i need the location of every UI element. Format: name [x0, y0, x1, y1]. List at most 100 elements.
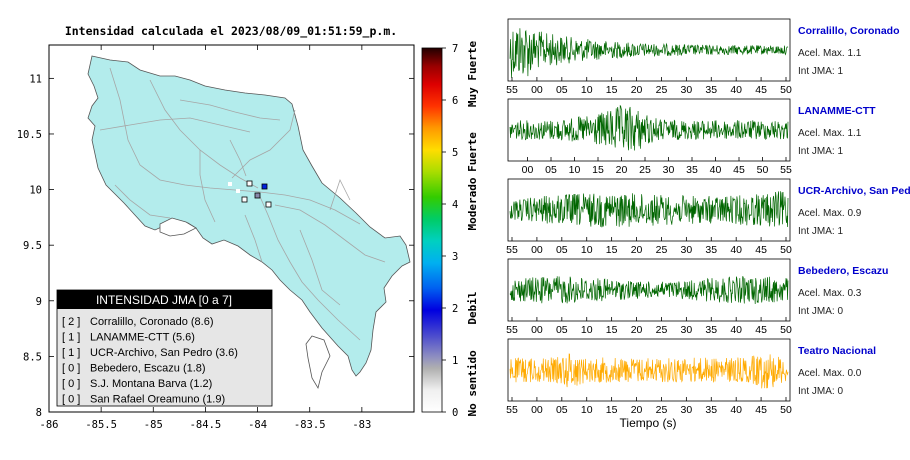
waveform-tick-label: 55: [506, 324, 518, 336]
waveform-tick-label: 20: [631, 324, 643, 336]
station-name: Bebedero, Escazu: [798, 265, 888, 277]
station-marker: [246, 180, 253, 187]
road-network: [99, 67, 386, 341]
legend-row-code: [ 1 ]: [62, 332, 80, 344]
waveform-tick-label: 00: [531, 324, 543, 336]
y-tick-label: 11: [29, 73, 42, 85]
waveform-tick-label: 20: [616, 164, 628, 176]
waveform-tick-label: 15: [606, 404, 618, 416]
waveform-tick-label: 00: [531, 84, 543, 96]
waveform-tick-label: 40: [710, 164, 722, 176]
waveform-tick-label: 00: [522, 164, 534, 176]
y-tick-label: 9.5: [23, 240, 42, 252]
waveform-tick-label: 00: [531, 244, 543, 256]
waveform-tick-label: 50: [757, 164, 769, 176]
intensity-legend: INTENSIDAD JMA [0 a 7] [ 2 ] Corralillo, …: [56, 289, 273, 407]
colorbar-label: Moderado: [466, 177, 479, 230]
legend-row-code: [ 0 ]: [62, 363, 80, 375]
waveform-tick-label: 35: [705, 404, 717, 416]
waveform-tick-label: 00: [531, 404, 543, 416]
legend-row-name: LANAMME-CTT (5.6): [90, 332, 195, 344]
waveform-tick-label: 20: [631, 404, 643, 416]
waveform-trace: [509, 353, 789, 389]
station-intensity: Int JMA: 0: [798, 306, 843, 317]
waveform-tick-label: 30: [681, 324, 693, 336]
station-accel: Acel. Max. 0.0: [798, 368, 862, 379]
nicoya-gulf: [159, 217, 197, 237]
colorbar-gradient: [421, 47, 443, 413]
waveform-panel: 55 00 05 10 15 20 25 30 35 40 45 50 Bebedero, Escazu…: [506, 258, 888, 336]
waveform-tick-label: 30: [681, 244, 693, 256]
station-name: Corralillo, Coronado: [798, 25, 900, 37]
legend-title: INTENSIDAD JMA [0 a 7]: [96, 293, 232, 307]
waveform-frame: [507, 98, 791, 162]
waveform-tick-label: 55: [506, 404, 518, 416]
station-name: UCR-Archivo, San Pedro: [798, 185, 910, 197]
x-tick-label: -86: [40, 419, 59, 431]
waveform-tick-label: 45: [755, 84, 767, 96]
waveform-tick-label: 35: [705, 84, 717, 96]
y-tick-label: 10: [29, 185, 42, 197]
colorbar-label: No sentido: [466, 350, 479, 417]
station-marker: [254, 192, 261, 199]
waveform-tick-label: 10: [581, 324, 593, 336]
waveform-tick-label: 05: [556, 404, 568, 416]
waveform-tick-label: 30: [663, 164, 675, 176]
y-tick-label: 8.5: [23, 351, 42, 363]
waveform-tick-label: 40: [730, 324, 742, 336]
waveform-tick-label: 30: [681, 404, 693, 416]
waveform-tick-label: 50: [780, 84, 792, 96]
waveform-tick-label: 45: [733, 164, 745, 176]
y-tick-label: 10.5: [17, 129, 42, 141]
waveform-tick-label: 40: [730, 404, 742, 416]
station-marker: [236, 189, 240, 193]
waveform-trace: [509, 28, 789, 78]
x-tick-label: -83.5: [294, 419, 326, 431]
station-intensity: Int JMA: 0: [798, 386, 843, 397]
waveform-tick-label: 05: [556, 84, 568, 96]
waveform-tick-label: 35: [705, 244, 717, 256]
legend-row-code: [ 1 ]: [62, 347, 80, 359]
legend-row-name: Corralillo, Coronado (8.6): [90, 316, 214, 328]
waveform-tick-label: 15: [592, 164, 604, 176]
station-name: Teatro Nacional: [798, 345, 876, 357]
waveform-tick-label: 25: [639, 164, 651, 176]
waveform-panel: 55 00 05 10 15 20 25 30 35 40 45 50 Teatro Nacional A…: [506, 338, 876, 416]
map-frame: [48, 44, 415, 413]
station-name: LANAMME-CTT: [798, 105, 876, 117]
waveform-tick-label: 40: [730, 244, 742, 256]
waveform-tick-label: 45: [755, 244, 767, 256]
waveform-tick-label: 05: [545, 164, 557, 176]
colorbar-tick-label: 2: [452, 303, 458, 315]
station-marker: [265, 201, 272, 208]
x-tick-label: -85.5: [85, 419, 117, 431]
waveform-trace: [509, 276, 789, 305]
waveform-tick-label: 10: [569, 164, 581, 176]
waveform-tick-label: 25: [656, 404, 668, 416]
station-accel: Acel. Max. 0.9: [798, 208, 862, 219]
waveform-tick-label: 40: [730, 84, 742, 96]
waveform-tick-label: 50: [780, 324, 792, 336]
waveform-tick-label: 05: [556, 244, 568, 256]
waveform-tick-label: 25: [656, 244, 668, 256]
legend-row-name: S.J. Montana Barva (1.2): [90, 378, 212, 390]
waveform-tick-label: 15: [606, 324, 618, 336]
waveform-tick-label: 55: [780, 164, 792, 176]
station-marker: [241, 196, 248, 203]
colorbar-tick-label: 7: [452, 43, 458, 55]
waveform-tick-label: 35: [705, 324, 717, 336]
osa-peninsula: [305, 335, 331, 390]
map-y-axis: 11 10.5 10 9.5 9 8.5 8: [17, 73, 414, 419]
station-accel: Acel. Max. 1.1: [798, 48, 862, 59]
legend-row-name: Bebedero, Escazu (1.8): [90, 363, 206, 375]
y-tick-label: 9: [36, 296, 42, 308]
waveform-tick-label: 25: [656, 84, 668, 96]
waveform-panels: 55 00 05 10 15 20 25 30 35 40 45 50 Corralillo, Coro…: [506, 18, 910, 416]
station-accel: Acel. Max. 0.3: [798, 288, 862, 299]
waveform-tick-label: 15: [606, 244, 618, 256]
x-tick-label: -85: [144, 419, 163, 431]
waveform-tick-label: 25: [656, 324, 668, 336]
legend-row-code: [ 2 ]: [62, 316, 80, 328]
station-marker: [228, 182, 232, 186]
waveform-panel: 00 05 10 15 20 25 30 35 40 45 50 55 LANAMME-CTT Acel.…: [507, 98, 876, 176]
